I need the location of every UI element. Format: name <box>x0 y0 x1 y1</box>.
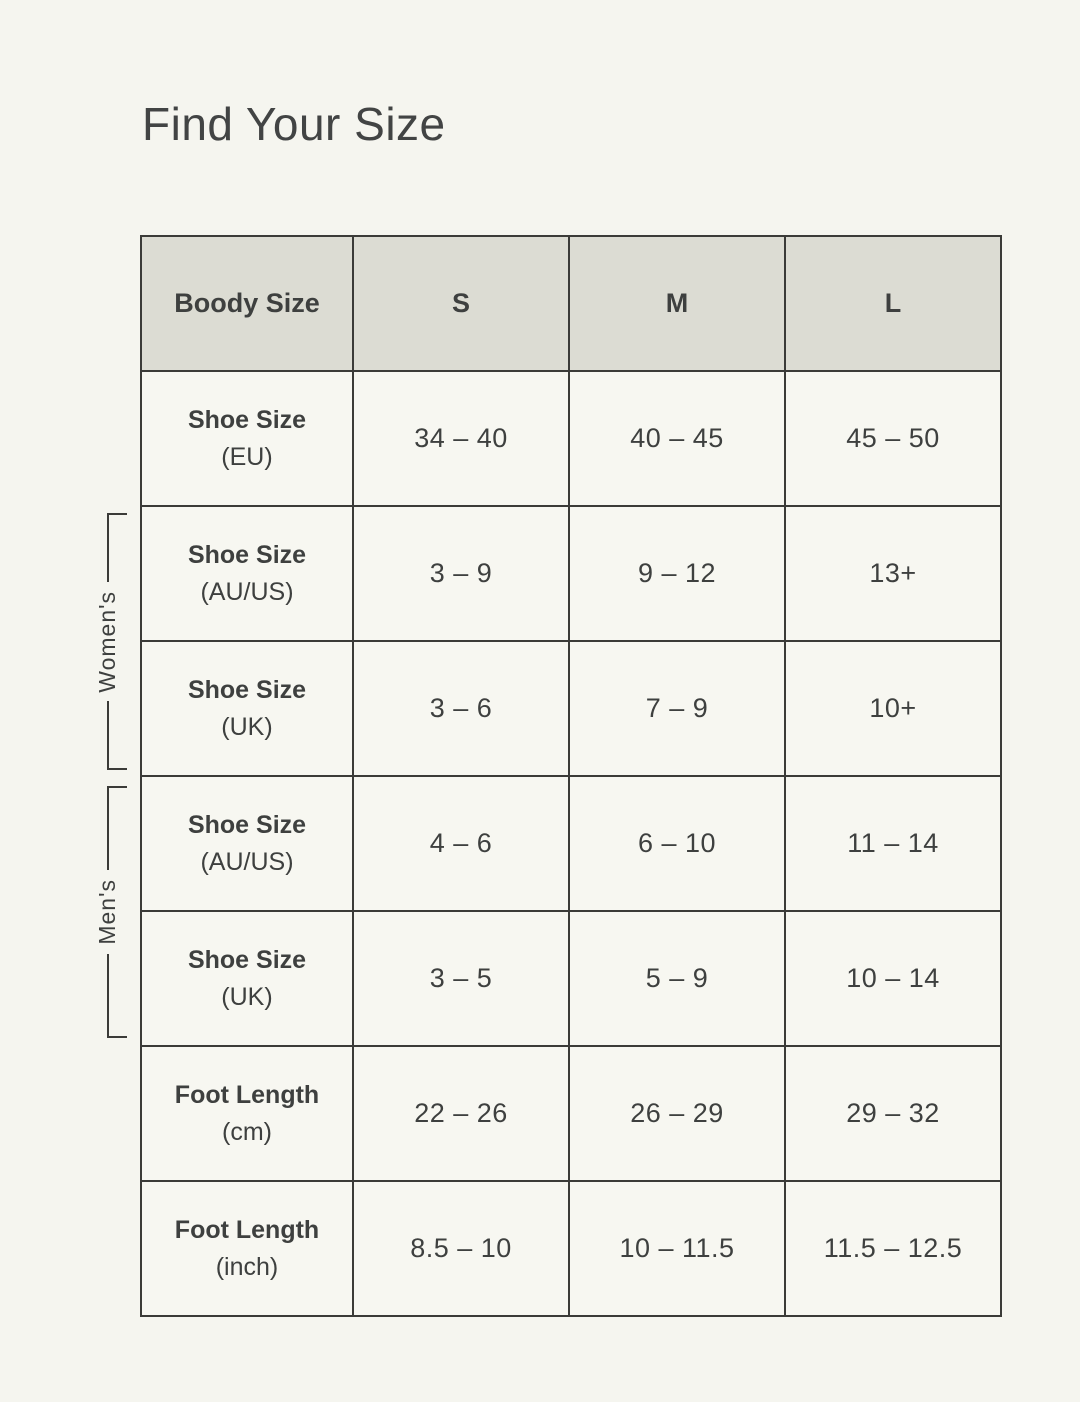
column-header-size-l: L <box>784 235 1002 372</box>
row-name: Shoe Size <box>187 810 307 839</box>
value-cell: 11.5 – 12.5 <box>784 1180 1002 1317</box>
row-label-cell: Shoe Size (AU/US) <box>140 775 354 912</box>
row-label-cell: Shoe Size (UK) <box>140 910 354 1047</box>
value-cell: 40 – 45 <box>568 370 786 507</box>
row-label-cell: Shoe Size (AU/US) <box>140 505 354 642</box>
row-mens-shoe-size-au-us: Shoe Size (AU/US) 4 – 6 6 – 10 11 – 14 <box>140 775 1002 912</box>
value-cell: 3 – 5 <box>352 910 570 1047</box>
womens-group-bracket: Women's <box>94 513 127 770</box>
value-cell: 10 – 14 <box>784 910 1002 1047</box>
row-label-cell: Shoe Size (UK) <box>140 640 354 777</box>
row-foot-length-inch: Foot Length (inch) 8.5 – 10 10 – 11.5 11… <box>140 1180 1002 1317</box>
womens-group-label: Women's <box>94 590 120 693</box>
value-cell: 34 – 40 <box>352 370 570 507</box>
row-mens-shoe-size-uk: Shoe Size (UK) 3 – 5 5 – 9 10 – 14 <box>140 910 1002 1047</box>
value-cell: 3 – 9 <box>352 505 570 642</box>
row-unit: (UK) <box>221 712 273 741</box>
row-name: Shoe Size <box>187 945 307 974</box>
row-shoe-size-eu: Shoe Size (EU) 34 – 40 40 – 45 45 – 50 <box>140 370 1002 507</box>
row-name: Shoe Size <box>187 675 307 704</box>
value-cell: 22 – 26 <box>352 1045 570 1182</box>
row-unit: (inch) <box>215 1252 279 1281</box>
value-cell: 6 – 10 <box>568 775 786 912</box>
row-unit: (EU) <box>221 442 273 471</box>
row-name: Shoe Size <box>187 405 307 434</box>
row-name: Shoe Size <box>187 540 307 569</box>
column-header-size-m: M <box>568 235 786 372</box>
column-header-size-s: S <box>352 235 570 372</box>
row-womens-shoe-size-au-us: Shoe Size (AU/US) 3 – 9 9 – 12 13+ <box>140 505 1002 642</box>
value-cell: 45 – 50 <box>784 370 1002 507</box>
row-unit: (UK) <box>221 982 273 1011</box>
bracket-line-bottom <box>107 953 127 1039</box>
value-cell: 8.5 – 10 <box>352 1180 570 1317</box>
header-row: Boody Size S M L <box>140 235 1002 372</box>
row-label-cell: Shoe Size (EU) <box>140 370 354 507</box>
bracket-line-top <box>107 786 127 871</box>
value-cell: 7 – 9 <box>568 640 786 777</box>
row-label-cell: Foot Length (inch) <box>140 1180 354 1317</box>
bracket-line-top <box>107 513 127 582</box>
value-cell: 3 – 6 <box>352 640 570 777</box>
value-cell: 10 – 11.5 <box>568 1180 786 1317</box>
value-cell: 13+ <box>784 505 1002 642</box>
value-cell: 4 – 6 <box>352 775 570 912</box>
mens-group-label: Men's <box>94 879 120 945</box>
value-cell: 29 – 32 <box>784 1045 1002 1182</box>
value-cell: 26 – 29 <box>568 1045 786 1182</box>
page-title: Find Your Size <box>142 98 446 150</box>
row-foot-length-cm: Foot Length (cm) 22 – 26 26 – 29 29 – 32 <box>140 1045 1002 1182</box>
size-chart-table: Boody Size S M L Shoe Size (EU) 34 – 40 … <box>140 235 1002 1317</box>
column-header-boody-size: Boody Size <box>140 235 354 372</box>
row-unit: (cm) <box>222 1117 272 1146</box>
value-cell: 10+ <box>784 640 1002 777</box>
value-cell: 11 – 14 <box>784 775 1002 912</box>
row-name: Foot Length <box>174 1080 320 1109</box>
value-cell: 5 – 9 <box>568 910 786 1047</box>
row-unit: (AU/US) <box>200 847 294 876</box>
bracket-line-bottom <box>107 701 127 770</box>
value-cell: 9 – 12 <box>568 505 786 642</box>
row-womens-shoe-size-uk: Shoe Size (UK) 3 – 6 7 – 9 10+ <box>140 640 1002 777</box>
row-unit: (AU/US) <box>200 577 294 606</box>
mens-group-bracket: Men's <box>94 786 127 1039</box>
row-name: Foot Length <box>174 1215 320 1244</box>
row-label-cell: Foot Length (cm) <box>140 1045 354 1182</box>
